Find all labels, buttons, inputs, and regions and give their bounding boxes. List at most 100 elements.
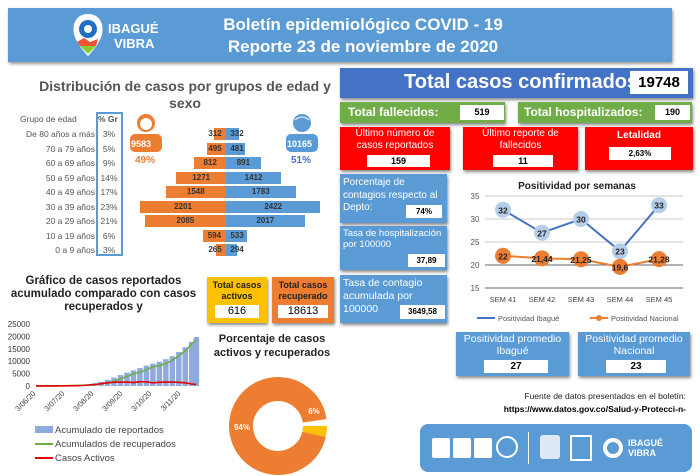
age-group-pct: 5% bbox=[102, 143, 116, 154]
legend-label: Casos Activos bbox=[55, 453, 115, 464]
age-group-pct: 6% bbox=[102, 230, 116, 241]
certification-logo-3 bbox=[474, 438, 492, 458]
footer-divider bbox=[528, 432, 529, 464]
header-banner: IBAGUÉ VIBRA Boletín epidemiológico COVI… bbox=[8, 8, 672, 62]
source-link[interactable]: https://www.datos.gov.co/Salud-y-Protecc… bbox=[503, 404, 686, 414]
reported-bar bbox=[182, 347, 189, 386]
contagion-rate-label: Tasa de contagio acumulada por 100000 bbox=[343, 277, 423, 315]
pct-dept-value: 74% bbox=[406, 205, 442, 218]
avg-national-card: Positividad promedio Nacional 23 bbox=[578, 332, 690, 376]
active-cases-card: Total casos activos 616 bbox=[207, 277, 267, 323]
male-bar-label: 2422 bbox=[264, 201, 283, 211]
legend-marker bbox=[596, 315, 602, 321]
avg-ibague-label: Positividad promedio Ibagué bbox=[463, 333, 562, 357]
hospitalized-label: Total hospitalizados: bbox=[524, 105, 643, 119]
pct-column-box bbox=[96, 112, 123, 256]
male-bar-label: 294 bbox=[230, 245, 244, 254]
active-line bbox=[36, 380, 197, 387]
music-logo bbox=[570, 435, 592, 461]
reported-bar bbox=[124, 372, 130, 386]
data-label: 33 bbox=[654, 201, 664, 211]
x-tick-label: SEM 43 bbox=[568, 295, 595, 304]
male-bar bbox=[226, 186, 296, 198]
reported-bar bbox=[137, 368, 143, 386]
data-point bbox=[573, 251, 589, 268]
x-tick-label: SEM 41 bbox=[490, 295, 517, 304]
male-bar-label: 2017 bbox=[256, 216, 275, 225]
female-bar-label: 265 bbox=[208, 245, 222, 254]
avg-ibague-value: 27 bbox=[484, 360, 548, 373]
x-tick-label: SEM 45 bbox=[646, 295, 673, 304]
age-group-pct: 14% bbox=[100, 172, 118, 183]
reported-bar bbox=[117, 375, 124, 386]
data-point bbox=[534, 250, 550, 267]
active-cases-label: Total casos activos bbox=[212, 280, 262, 301]
active-cases-value: 616 bbox=[215, 305, 259, 318]
female-bar bbox=[215, 244, 226, 256]
footer-brand-text: IBAGUÉ VIBRA bbox=[628, 438, 663, 458]
age-group-label: 20 a 29 años bbox=[45, 216, 95, 226]
female-icon bbox=[130, 114, 162, 152]
female-bar-label: 1271 bbox=[192, 172, 211, 182]
age-group-pct: 21% bbox=[100, 216, 118, 226]
male-total: 10165 bbox=[287, 139, 313, 149]
data-label: 30 bbox=[576, 215, 586, 225]
age-group-header: Grupo de edad bbox=[20, 114, 77, 124]
hospitalized-card: Total hospitalizados: 190 bbox=[518, 102, 692, 123]
female-bar-label: 312 bbox=[208, 129, 222, 138]
y-tick-label: 20000 bbox=[8, 332, 31, 341]
legend-label: Positividad Ibagué bbox=[498, 314, 559, 323]
x-tick-label: 3/08/20 bbox=[71, 389, 95, 413]
lethality-card: Letalidad 2,63% bbox=[585, 127, 693, 170]
female-bar-label: 1548 bbox=[186, 187, 205, 196]
male-bar-label: 481 bbox=[230, 143, 244, 153]
reported-bar bbox=[143, 365, 150, 386]
age-group-label: 0 a 9 años bbox=[55, 245, 95, 255]
reported-bar bbox=[189, 341, 195, 386]
y-tick-label: 5000 bbox=[12, 370, 30, 379]
female-bar bbox=[194, 157, 226, 169]
footer-brand-line-2: VIBRA bbox=[628, 448, 657, 458]
male-bar-label: 332 bbox=[230, 129, 244, 138]
last-cases-label: Último número de casos reportados bbox=[355, 128, 435, 151]
report-date: Reporte 23 de noviembre de 2020 bbox=[227, 37, 499, 56]
female-bar-label: 495 bbox=[208, 143, 222, 153]
y-tick-label: 25 bbox=[471, 238, 480, 247]
reported-bar bbox=[156, 361, 163, 386]
legend-label: Acumulado de reportados bbox=[55, 425, 164, 436]
positivity-chart-title: Positividad por semanas bbox=[518, 181, 636, 192]
x-tick-label: 3/07/20 bbox=[42, 389, 66, 413]
female-bar-label: 812 bbox=[203, 158, 217, 167]
age-group-pct: 3% bbox=[102, 245, 116, 255]
age-group-pct: 9% bbox=[102, 158, 116, 168]
male-bar-label: 891 bbox=[236, 158, 251, 167]
male-bar bbox=[226, 200, 321, 213]
age-group-label: 60 a 69 años bbox=[45, 158, 95, 168]
female-bar bbox=[140, 200, 226, 213]
hosp-rate-value: 37,89 bbox=[408, 254, 445, 267]
male-bar bbox=[226, 171, 282, 184]
male-bar-label: 1412 bbox=[244, 172, 263, 182]
age-group-label: 70 a 79 años bbox=[45, 143, 95, 154]
male-bar bbox=[226, 244, 238, 256]
deaths-value: 519 bbox=[460, 105, 504, 120]
data-label: 21,28 bbox=[648, 255, 670, 265]
reported-bar bbox=[150, 363, 156, 386]
last-deaths-label: Último reporte de fallecidos bbox=[482, 128, 559, 151]
x-tick-label: SEM 44 bbox=[607, 295, 634, 304]
data-label: 21,25 bbox=[570, 255, 592, 265]
female-bar bbox=[165, 186, 226, 198]
svg-text:VIBRA: VIBRA bbox=[114, 36, 155, 51]
male-bar bbox=[226, 142, 245, 155]
female-bar-label: 2085 bbox=[176, 216, 195, 225]
total-confirmed-label: Total casos confirmados: bbox=[404, 71, 645, 93]
x-tick-label: 3/06/20 bbox=[13, 389, 37, 413]
pct-header: % Gr bbox=[98, 114, 118, 124]
male-bar bbox=[226, 128, 239, 140]
last-deaths-card: Último reporte de fallecidos 11 bbox=[463, 127, 578, 170]
active-recovered-donut: 94% 6% bbox=[229, 377, 327, 475]
legend-label: Positividad Nacional bbox=[611, 314, 679, 323]
data-point bbox=[612, 243, 628, 260]
age-group-pct: 23% bbox=[100, 201, 118, 212]
avg-national-label: Positividad promedio Nacional bbox=[585, 333, 683, 357]
